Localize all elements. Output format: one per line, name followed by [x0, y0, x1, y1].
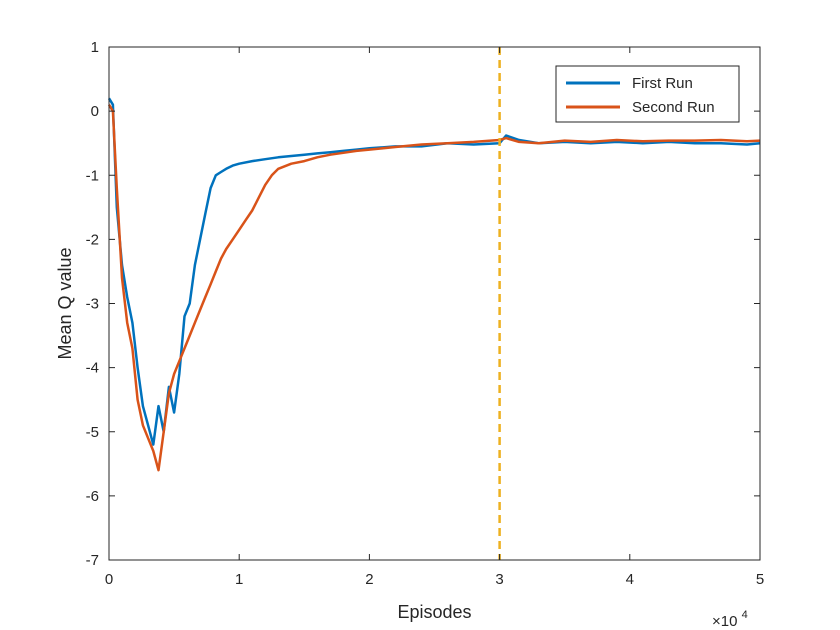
- y-tick-label: -3: [86, 296, 99, 313]
- series-layer: [107, 97, 761, 472]
- x-axis-multiplier: ×10 4: [712, 609, 748, 630]
- series-line-second-run: [107, 104, 761, 472]
- y-tick-label: -2: [86, 231, 99, 248]
- ticks-layer: 0 1 2 3 4 5 -7 -6 -5 -4 -3 -2 -1 0 1: [86, 39, 765, 588]
- y-tick-label: -6: [86, 488, 99, 505]
- legend-label-second-run: Second Run: [632, 99, 715, 116]
- legend: First Run Second Run: [555, 65, 740, 123]
- x-tick-label: 2: [365, 571, 373, 588]
- x-tick-label: 4: [626, 571, 634, 588]
- y-tick-label: -1: [86, 167, 99, 184]
- y-tick-label: -4: [86, 360, 99, 377]
- legend-label-first-run: First Run: [632, 75, 693, 92]
- x-axis-title: Episodes: [397, 602, 471, 622]
- y-tick-label: 0: [91, 103, 99, 120]
- x-tick-label: 3: [495, 571, 503, 588]
- series-line-first-run: [107, 97, 761, 446]
- y-axis-title: Mean Q value: [55, 247, 75, 359]
- legend-box: [555, 65, 740, 123]
- y-tick-label: 1: [91, 39, 99, 56]
- y-tick-label: -7: [86, 552, 99, 569]
- x-tick-label: 0: [105, 571, 113, 588]
- plot-frame: [108, 46, 761, 561]
- x-tick-label: 5: [756, 571, 764, 588]
- x-multiplier-base: ×10: [712, 613, 737, 630]
- y-tick-label: -5: [86, 424, 99, 441]
- x-tick-label: 1: [235, 571, 243, 588]
- x-multiplier-exponent: 4: [742, 609, 748, 621]
